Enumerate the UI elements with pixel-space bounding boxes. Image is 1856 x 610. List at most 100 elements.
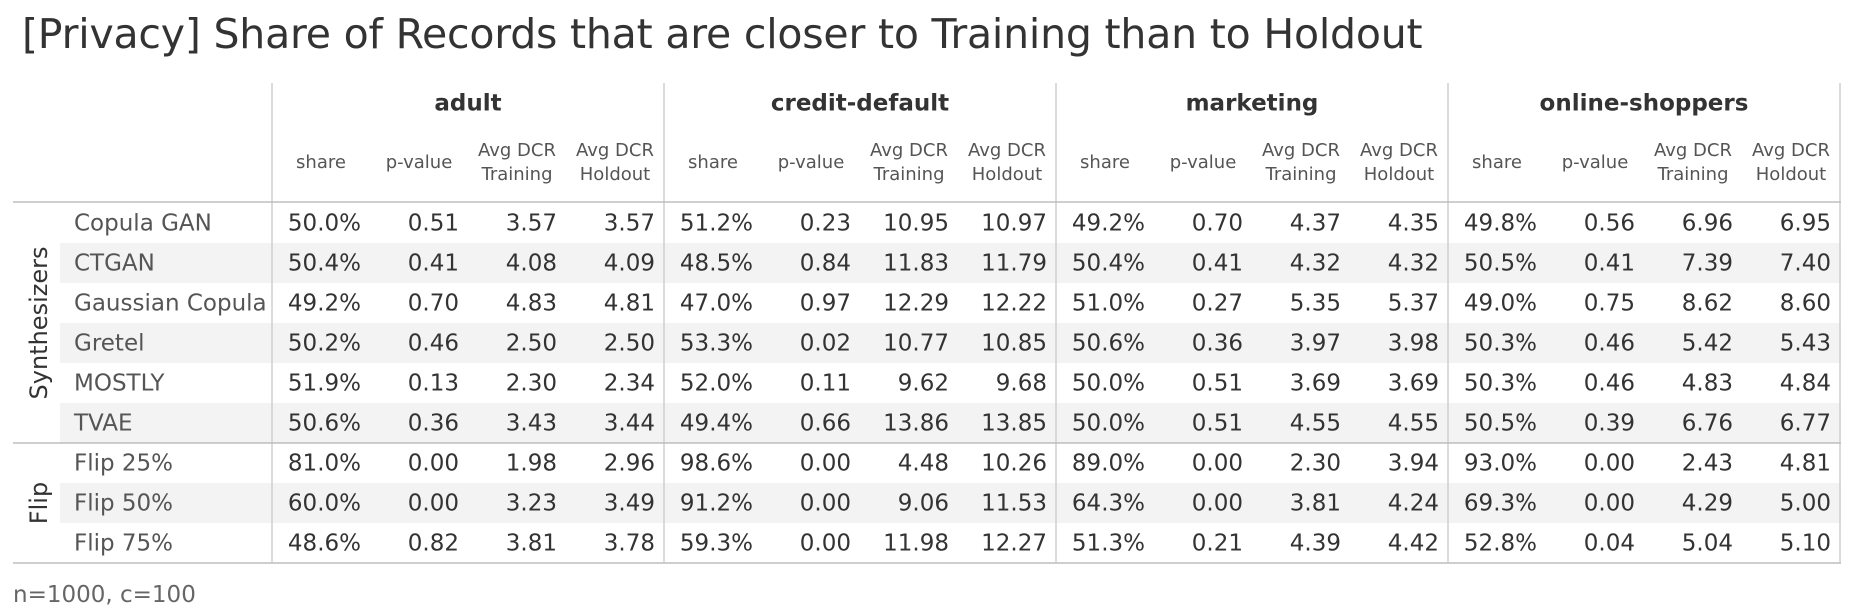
table-cell: 0.41 (1584, 251, 1635, 277)
row-stripe (60, 243, 1841, 283)
table-cell: 50.4% (1072, 251, 1145, 277)
table-cell: 0.13 (408, 371, 459, 397)
table-cell: 0.41 (1192, 251, 1243, 277)
table-cell: 0.00 (800, 531, 851, 557)
metric-header: Training (872, 164, 944, 185)
row-label: Flip 75% (74, 531, 173, 557)
table-cell: 9.06 (898, 491, 949, 517)
metric-header: Training (1656, 164, 1728, 185)
table-cell: 51.9% (288, 371, 361, 397)
metric-header: Training (480, 164, 552, 185)
table-cell: 4.37 (1290, 211, 1341, 237)
table-cell: 98.6% (680, 451, 753, 477)
table-cell: 2.34 (604, 371, 655, 397)
metric-header: Holdout (580, 164, 650, 185)
table-cell: 0.02 (800, 331, 851, 357)
row-label: CTGAN (74, 251, 155, 277)
table-cell: 9.62 (898, 371, 949, 397)
table-cell: 8.62 (1682, 291, 1733, 317)
table-cell: 4.55 (1388, 411, 1439, 437)
table-cell: 50.3% (1464, 331, 1537, 357)
table-cell: 4.35 (1388, 211, 1439, 237)
table-cell: 4.09 (604, 251, 655, 277)
metric-header: Avg DCR (478, 140, 556, 161)
table-cell: 0.11 (800, 371, 851, 397)
table-cell: 93.0% (1464, 451, 1537, 477)
table-cell: 7.39 (1682, 251, 1733, 277)
table-cell: 3.94 (1388, 451, 1439, 477)
table-cell: 3.57 (604, 211, 655, 237)
table-cell: 50.0% (1072, 371, 1145, 397)
table-cell: 53.3% (680, 331, 753, 357)
group-label-synthesizers: Synthesizers (25, 247, 53, 400)
table-cell: 50.0% (1072, 411, 1145, 437)
table-cell: 11.83 (883, 251, 949, 277)
table-cell: 0.00 (408, 491, 459, 517)
table-cell: 6.96 (1682, 211, 1733, 237)
table-cell: 49.0% (1464, 291, 1537, 317)
metric-header: share (688, 152, 738, 173)
table-cell: 0.75 (1584, 291, 1635, 317)
table-cell: 0.27 (1192, 291, 1243, 317)
table-cell: 50.6% (288, 411, 361, 437)
table-cell: 48.5% (680, 251, 753, 277)
table-cell: 4.83 (506, 291, 557, 317)
table-cell: 50.3% (1464, 371, 1537, 397)
table-cell: 4.42 (1388, 531, 1439, 557)
table-cell: 3.97 (1290, 331, 1341, 357)
table-cell: 4.08 (506, 251, 557, 277)
table-cell: 0.46 (408, 331, 459, 357)
table-cell: 11.79 (981, 251, 1047, 277)
table-cell: 6.77 (1780, 411, 1831, 437)
table-cell: 4.84 (1780, 371, 1831, 397)
table-cell: 3.78 (604, 531, 655, 557)
table-cell: 0.70 (408, 291, 459, 317)
table-cell: 0.21 (1192, 531, 1243, 557)
table-cell: 0.00 (800, 451, 851, 477)
metric-header: Holdout (972, 164, 1042, 185)
table-cell: 59.3% (680, 531, 753, 557)
table-cell: 0.23 (800, 211, 851, 237)
table-cell: 3.81 (1290, 491, 1341, 517)
table-cell: 49.2% (288, 291, 361, 317)
dataset-header-credit-default: credit-default (771, 91, 949, 117)
table-cell: 0.84 (800, 251, 851, 277)
metric-header: share (296, 152, 346, 173)
table-cell: 5.42 (1682, 331, 1733, 357)
table-cell: 3.81 (506, 531, 557, 557)
table-cell: 50.4% (288, 251, 361, 277)
table-cell: 51.2% (680, 211, 753, 237)
table-cell: 0.70 (1192, 211, 1243, 237)
table-cell: 5.43 (1780, 331, 1831, 357)
table-cell: 11.53 (981, 491, 1047, 517)
table-cell: 9.68 (996, 371, 1047, 397)
table-cell: 0.46 (1584, 331, 1635, 357)
table-cell: 49.2% (1072, 211, 1145, 237)
metric-header: p-value (1562, 152, 1629, 173)
metric-header: p-value (1170, 152, 1237, 173)
table-cell: 0.51 (1192, 371, 1243, 397)
row-label: MOSTLY (74, 371, 165, 397)
group-label-flip: Flip (25, 482, 53, 524)
table-cell: 0.00 (1584, 491, 1635, 517)
table-cell: 69.3% (1464, 491, 1537, 517)
table-cell: 50.2% (288, 331, 361, 357)
table-cell: 89.0% (1072, 451, 1145, 477)
table-cell: 2.43 (1682, 451, 1733, 477)
table-cell: 51.0% (1072, 291, 1145, 317)
table-cell: 50.5% (1464, 411, 1537, 437)
metric-header: Avg DCR (1262, 140, 1340, 161)
table-cell: 2.30 (1290, 451, 1341, 477)
table-cell: 0.56 (1584, 211, 1635, 237)
table-cell: 0.66 (800, 411, 851, 437)
table-cell: 6.95 (1780, 211, 1831, 237)
table-cell: 50.6% (1072, 331, 1145, 357)
table-cell: 0.04 (1584, 531, 1635, 557)
table-cell: 4.32 (1388, 251, 1439, 277)
table-cell: 52.0% (680, 371, 753, 397)
table-cell: 13.86 (883, 411, 949, 437)
table-cell: 10.97 (981, 211, 1047, 237)
table-cell: 49.8% (1464, 211, 1537, 237)
table-cell: 0.39 (1584, 411, 1635, 437)
table-cell: 10.26 (981, 451, 1047, 477)
